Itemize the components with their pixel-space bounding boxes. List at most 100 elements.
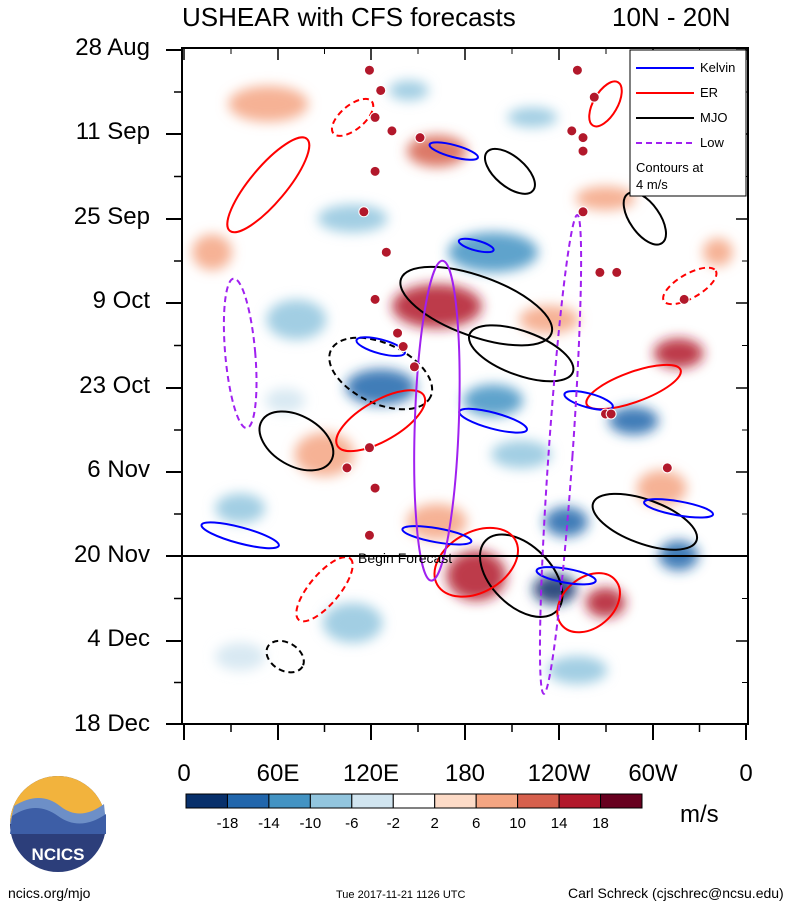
shading-blob	[547, 656, 608, 685]
footer-url: ncics.org/mjo	[8, 885, 91, 901]
legend-note-line2: 4 m/s	[636, 177, 668, 192]
legend-mjo-label: MJO	[700, 110, 727, 125]
colorbar-level-label: 2	[431, 815, 439, 832]
shading-blob	[653, 338, 704, 369]
storm-marker	[392, 327, 404, 339]
storm-marker	[369, 293, 381, 305]
y-tick-label-0: 28 Aug	[75, 34, 150, 61]
storm-marker	[369, 111, 381, 123]
storm-marker	[577, 132, 589, 144]
storm-marker	[369, 165, 381, 177]
shading-blob	[507, 107, 558, 128]
storm-marker	[358, 206, 370, 218]
x-tick-label-0: 0	[177, 760, 191, 787]
kelvin-contour	[401, 525, 473, 546]
mjo-contour	[622, 191, 667, 246]
colorbar-level-label: -10	[300, 815, 322, 832]
storm-marker	[408, 361, 420, 373]
mjo-contour	[591, 492, 699, 551]
colorbar-swatch	[268, 793, 311, 809]
colorbar-level-label: -2	[387, 815, 400, 832]
colorbar-swatch	[185, 793, 228, 809]
shading-blob	[391, 284, 482, 329]
y-tick-label-5: 6 Nov	[87, 456, 150, 483]
er-contour	[335, 389, 427, 453]
kelvin-contour	[535, 566, 597, 586]
low-contour	[538, 213, 583, 695]
shear-shading	[192, 80, 733, 685]
storm-marker	[577, 206, 589, 218]
mjo-contour	[258, 410, 335, 472]
shading-blob	[228, 85, 309, 122]
colorbar-swatch	[517, 793, 560, 809]
storm-marker	[566, 125, 578, 137]
shading-blob	[532, 574, 577, 605]
colorbar-level-label: 6	[472, 815, 480, 832]
x-tick-label-3: 180	[444, 760, 486, 787]
wave-contours	[200, 80, 718, 695]
colorbar-level-label: 18	[592, 815, 609, 832]
storm-marker	[363, 442, 375, 454]
storm-marker	[363, 64, 375, 76]
begin-forecast-label: Begin Forecast	[358, 550, 452, 566]
legend-note-line1: Contours at	[636, 160, 704, 175]
colorbar-swatch	[392, 793, 436, 809]
kelvin-contour	[428, 141, 479, 161]
er-contour	[295, 556, 354, 623]
shading-blob	[388, 80, 429, 101]
ncics-logo: NCICS	[10, 776, 106, 872]
kelvin-contour	[200, 521, 280, 550]
y-tick-label-3: 9 Oct	[92, 287, 150, 314]
storm-marker	[375, 84, 387, 96]
colorbar: -18 -14 -10 -6 -2 2 6 10 14 18	[185, 793, 643, 832]
kelvin-contour	[355, 336, 406, 357]
er-contour	[433, 526, 519, 598]
legend-low-label: Low	[700, 135, 724, 150]
shading-blob	[192, 234, 233, 271]
x-tick-label-4: 120W	[527, 760, 591, 787]
shading-blob	[702, 238, 733, 267]
mjo-contour	[265, 639, 305, 674]
colorbar-swatch	[351, 793, 394, 809]
shading-blob	[215, 642, 266, 671]
kelvin-contour	[457, 237, 495, 254]
legend-box: Kelvin ER MJO Low Contours at 4 m/s	[629, 49, 747, 197]
storm-markers	[341, 64, 690, 541]
chart-title: USHEAR with CFS forecasts	[182, 2, 516, 32]
colorbar-swatch	[434, 793, 477, 809]
low-contour	[222, 277, 258, 430]
shading-blob	[636, 470, 687, 507]
shading-blob	[491, 440, 552, 469]
colorbar-units: m/s	[680, 801, 719, 828]
y-tick-label-1: 11 Sep	[75, 118, 150, 145]
shading-blob	[544, 506, 589, 537]
storm-marker	[386, 125, 398, 137]
storm-marker	[369, 482, 381, 494]
shading-blob	[608, 406, 659, 435]
colorbar-level-label: -14	[258, 815, 280, 832]
mjo-contour	[484, 147, 536, 195]
shading-blob	[317, 204, 388, 233]
shading-blob	[294, 432, 355, 477]
legend-er-label: ER	[700, 85, 718, 100]
logo-text: NCICS	[32, 845, 85, 864]
storm-marker	[594, 266, 606, 278]
y-tick-label-6: 20 Nov	[73, 541, 150, 568]
colorbar-level-label: -18	[217, 815, 239, 832]
y-tick-label-8: 18 Dec	[73, 710, 150, 737]
colorbar-swatch	[309, 793, 353, 809]
chart-region: 10N - 20N	[612, 2, 731, 32]
er-contour	[585, 363, 682, 411]
colorbar-level-label: -6	[345, 815, 358, 832]
footer-timestamp: Tue 2017-11-21 1126 UTC	[336, 889, 466, 901]
storm-marker	[380, 246, 392, 258]
y-tick-label-2: 25 Sep	[73, 203, 150, 230]
colorbar-swatch	[600, 793, 643, 809]
er-contour	[330, 97, 375, 137]
kelvin-contour	[643, 498, 715, 519]
storm-marker	[397, 341, 409, 353]
x-tick-label-2: 120E	[342, 760, 400, 787]
storm-marker	[605, 408, 617, 420]
colorbar-swatch	[226, 793, 270, 809]
